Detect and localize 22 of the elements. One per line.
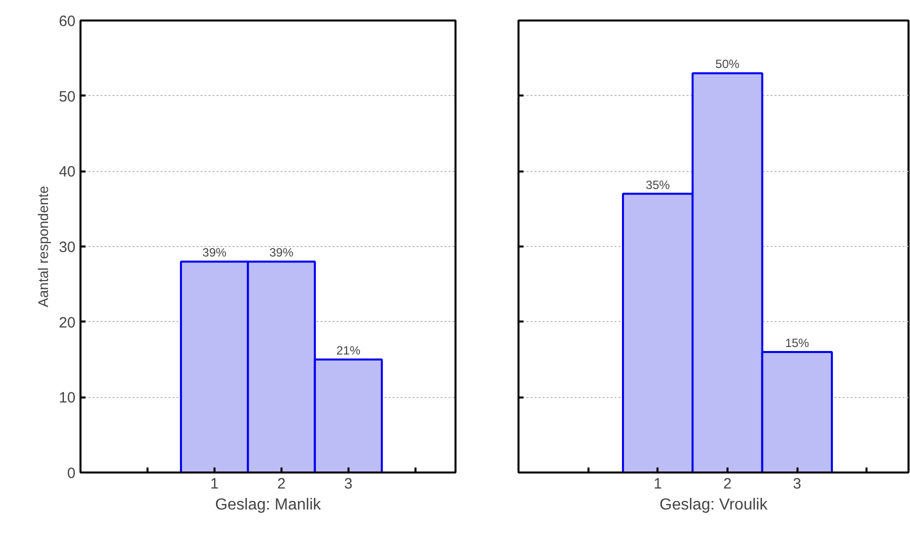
y-tick-label: 30 <box>58 239 76 256</box>
annotation: 39% <box>269 246 294 260</box>
annotation: 15% <box>785 336 810 350</box>
annotation: 50% <box>715 57 740 72</box>
y-tick-label: 50 <box>58 88 76 106</box>
x-tick-label: 2 <box>723 476 732 492</box>
x-tick-label: 3 <box>792 476 802 492</box>
y-tick-label: 20 <box>58 314 76 332</box>
y-tick-label: 60 <box>58 13 76 30</box>
annotation: 35% <box>646 178 670 192</box>
y-tick-label: 40 <box>58 164 76 181</box>
x-tick-label: 1 <box>210 476 219 492</box>
x-tick-label: 2 <box>277 476 286 492</box>
y-tick-label: 10 <box>58 390 76 407</box>
x-tick-label: 3 <box>344 476 353 492</box>
annotation: 21% <box>336 344 361 358</box>
y-axis-title: Aantal respondente <box>34 186 51 308</box>
x-axis-title: Geslag: Vroulik <box>660 496 768 514</box>
annotation: 39% <box>202 246 227 260</box>
y-tick-label: 0 <box>67 465 76 482</box>
x-axis-title: Geslag: Manlik <box>215 496 322 514</box>
x-tick-label: 1 <box>654 476 662 492</box>
